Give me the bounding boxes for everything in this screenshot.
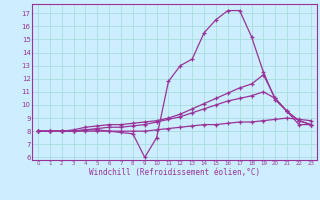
X-axis label: Windchill (Refroidissement éolien,°C): Windchill (Refroidissement éolien,°C) — [89, 168, 260, 177]
